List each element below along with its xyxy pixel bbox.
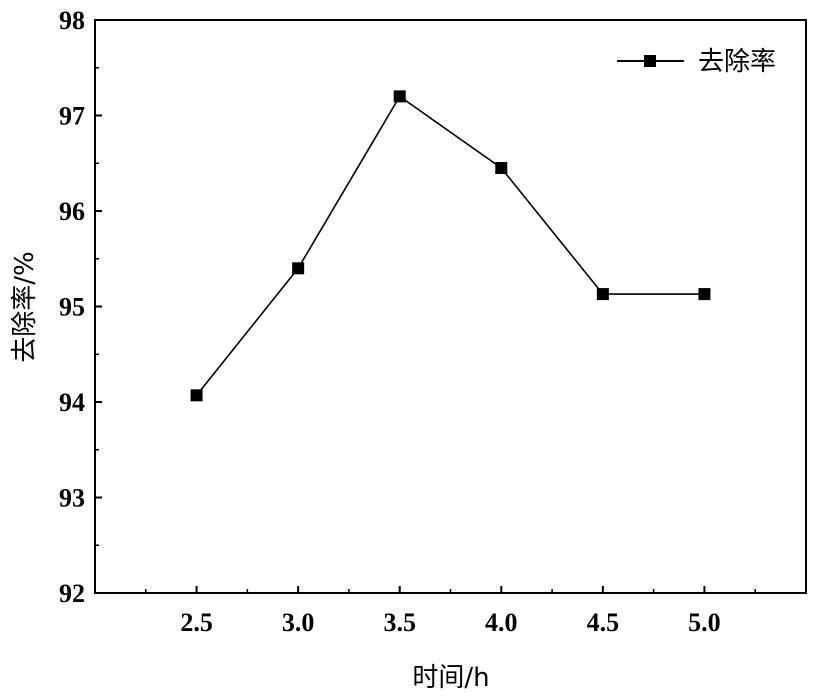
x-tick-label: 3.5 (383, 608, 416, 637)
y-tick-label: 93 (59, 484, 85, 513)
y-tick-label: 94 (59, 388, 85, 417)
data-point (698, 288, 711, 301)
data-point (190, 389, 203, 402)
axes (94, 19, 807, 594)
legend-label: 去除率 (698, 47, 776, 77)
y-tick-labels: 92 93 94 95 96 97 98 (59, 6, 85, 608)
series-line (195, 95, 705, 396)
x-tick-label: 2.5 (180, 608, 213, 637)
x-tick-label: 4.0 (485, 608, 518, 637)
legend: 去除率 (617, 47, 776, 77)
y-tick-label: 97 (59, 102, 85, 131)
data-point (495, 162, 508, 175)
data-point (292, 262, 305, 275)
y-tick-label: 95 (59, 293, 85, 322)
ticks (95, 19, 756, 594)
x-tick-label: 4.5 (587, 608, 620, 637)
y-tick-label: 98 (59, 6, 85, 35)
data-point (393, 90, 406, 103)
y-axis-title: 去除率/% (10, 251, 40, 362)
x-tick-labels: 2.5 3.0 3.5 4.0 4.5 5.0 (180, 608, 720, 637)
legend-marker-swatch (644, 55, 656, 67)
x-tick-label: 3.0 (282, 608, 315, 637)
x-tick-label: 5.0 (688, 608, 721, 637)
y-tick-label: 92 (59, 579, 85, 608)
x-axis-title: 时间/h (412, 663, 489, 693)
plot-frame (94, 19, 807, 594)
y-tick-label: 96 (59, 197, 85, 226)
data-point (596, 288, 609, 301)
series (190, 90, 711, 402)
